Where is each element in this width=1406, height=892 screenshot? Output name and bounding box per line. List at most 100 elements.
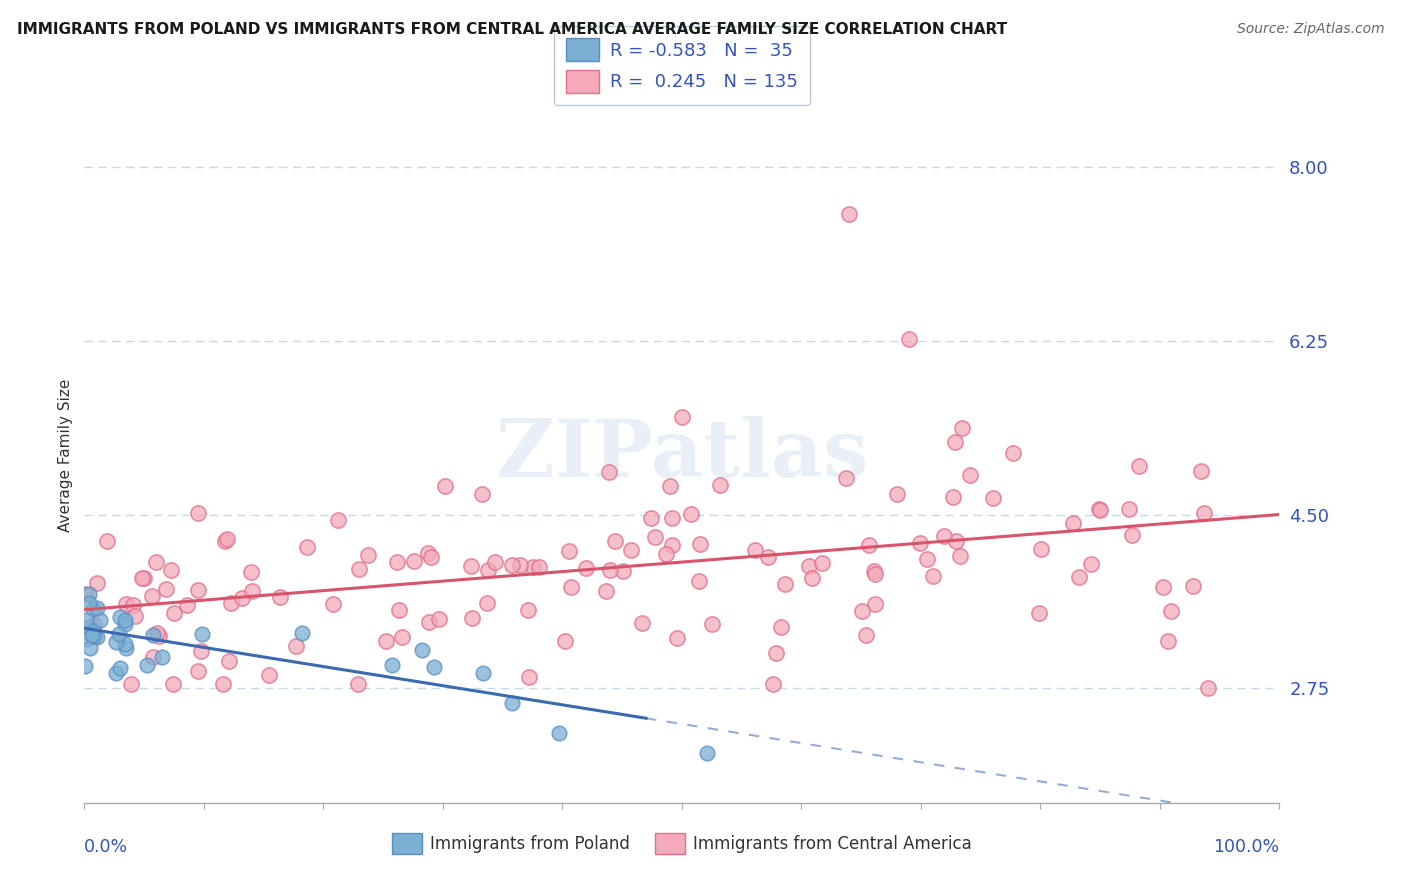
Point	[1090, 502, 1112, 516]
Point	[522, 560, 544, 574]
Point	[1031, 541, 1053, 556]
Point	[477, 563, 499, 577]
Point	[163, 607, 186, 621]
Point	[141, 589, 163, 603]
Point	[89, 613, 111, 627]
Point	[75, 613, 97, 627]
Text: ZIPatlas: ZIPatlas	[496, 416, 868, 494]
Point	[548, 726, 571, 740]
Point	[527, 560, 550, 574]
Point	[851, 604, 873, 618]
Point	[1069, 570, 1091, 584]
Point	[472, 665, 495, 680]
Point	[221, 596, 243, 610]
Point	[620, 543, 643, 558]
Point	[858, 538, 880, 552]
Point	[910, 536, 932, 550]
Point	[416, 546, 439, 560]
Point	[509, 558, 531, 573]
Point	[145, 555, 167, 569]
Point	[1062, 516, 1084, 530]
Point	[82, 624, 104, 638]
Text: Source: ZipAtlas.com: Source: ZipAtlas.com	[1237, 22, 1385, 37]
Point	[1118, 501, 1140, 516]
Point	[86, 600, 108, 615]
Point	[187, 506, 209, 520]
Point	[142, 628, 165, 642]
Point	[484, 555, 506, 569]
Point	[773, 577, 796, 591]
Point	[385, 556, 408, 570]
Point	[765, 647, 787, 661]
Y-axis label: Average Family Size: Average Family Size	[58, 378, 73, 532]
Point	[665, 631, 688, 645]
Point	[501, 697, 523, 711]
Point	[80, 628, 103, 642]
Point	[1028, 607, 1050, 621]
Point	[115, 641, 138, 656]
Point	[898, 332, 921, 346]
Point	[797, 559, 820, 574]
Point	[146, 626, 169, 640]
Point	[269, 590, 291, 604]
Point	[560, 580, 582, 594]
Point	[1160, 604, 1182, 618]
Point	[801, 571, 824, 585]
Point	[381, 657, 404, 672]
Point	[654, 547, 676, 561]
Point	[943, 434, 966, 449]
Point	[1192, 506, 1215, 520]
Point	[423, 660, 446, 674]
Point	[391, 631, 413, 645]
Point	[191, 627, 214, 641]
Point	[744, 542, 766, 557]
Point	[115, 597, 138, 611]
Point	[79, 640, 101, 655]
Point	[756, 550, 779, 565]
Point	[769, 620, 792, 634]
Point	[575, 561, 598, 575]
Point	[190, 644, 212, 658]
Point	[630, 615, 652, 630]
Point	[150, 650, 173, 665]
Point	[700, 617, 723, 632]
Point	[433, 479, 456, 493]
Point	[950, 420, 973, 434]
Point	[1080, 558, 1102, 572]
Point	[83, 617, 105, 632]
Point	[658, 478, 681, 492]
Point	[671, 410, 693, 425]
Point	[357, 548, 380, 562]
Point	[838, 207, 860, 221]
Point	[945, 534, 967, 549]
Point	[501, 558, 523, 572]
Point	[696, 746, 718, 760]
Point	[214, 534, 236, 549]
Point	[1001, 446, 1024, 460]
Point	[471, 487, 494, 501]
Point	[347, 562, 370, 576]
Point	[959, 468, 981, 483]
Point	[120, 676, 142, 690]
Point	[921, 568, 943, 582]
Point	[162, 676, 184, 690]
Point	[114, 637, 136, 651]
Text: 100.0%: 100.0%	[1213, 838, 1279, 855]
Point	[240, 583, 263, 598]
Point	[142, 650, 165, 665]
Point	[187, 664, 209, 678]
Point	[347, 676, 370, 690]
Point	[374, 633, 396, 648]
Point	[217, 532, 239, 546]
Point	[284, 639, 307, 653]
Point	[411, 643, 433, 657]
Point	[689, 537, 711, 551]
Point	[1152, 580, 1174, 594]
Point	[460, 558, 482, 573]
Point	[681, 508, 703, 522]
Point	[131, 571, 153, 585]
Point	[114, 616, 136, 631]
Point	[554, 633, 576, 648]
Point	[661, 511, 683, 525]
Point	[134, 571, 156, 585]
